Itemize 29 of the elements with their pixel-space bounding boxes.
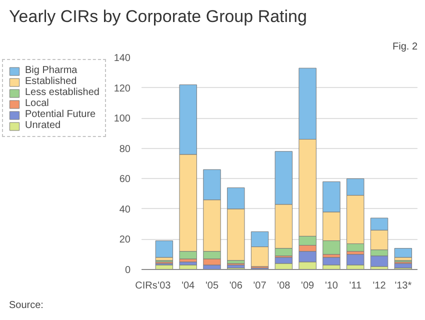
x-tick-label: '13*: [394, 280, 412, 292]
y-tick-label: 40: [119, 204, 131, 216]
legend-label: Unrated: [25, 120, 61, 131]
legend-label: Less established: [25, 87, 100, 98]
x-tick-label: '07: [253, 280, 267, 292]
legend-label: Local: [25, 98, 49, 109]
x-tick-label: '03: [158, 280, 172, 292]
y-tick-label: 20: [119, 234, 131, 246]
caption: Fig. 2: [392, 42, 418, 52]
y-tick-label: 0: [124, 265, 131, 276]
x-tick-label: '09: [301, 280, 315, 292]
y-tick-label: 120: [114, 83, 131, 94]
y-tick-label: 60: [119, 174, 131, 186]
source-note: Source:: [9, 299, 44, 313]
y-tick-label: 100: [114, 114, 131, 125]
x-tick-label: '12: [372, 280, 386, 292]
legend-label: Established: [25, 76, 77, 87]
legend-label: Potential Future: [25, 109, 96, 120]
x-tick-label: '08: [277, 280, 291, 292]
x-axis-title: CIRs: [135, 280, 158, 292]
x-tick-label: '05: [205, 280, 219, 292]
y-tick-label: 80: [119, 144, 131, 155]
x-tick-label: '10: [324, 280, 338, 292]
y-tick-label: 140: [114, 53, 131, 64]
chart-title: Yearly CIRs by Corporate Group Rating: [9, 6, 307, 28]
x-tick-label: '11: [349, 280, 362, 292]
legend-label: Big Pharma: [25, 65, 78, 76]
x-tick-label: '06: [229, 280, 243, 292]
x-tick-label: '04: [182, 280, 196, 292]
